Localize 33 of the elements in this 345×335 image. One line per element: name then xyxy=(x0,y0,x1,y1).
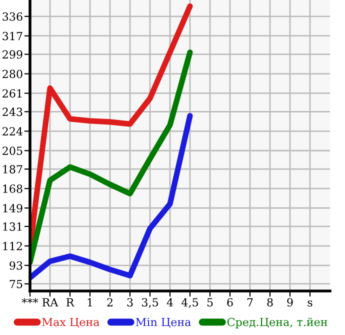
x-tick-label: 3,5 xyxy=(142,298,158,308)
x-tick-label: 3 xyxy=(127,298,133,307)
y-tick-label: 205 xyxy=(2,146,22,156)
x-tick-label: 4,5 xyxy=(182,298,198,308)
legend-label: Сред.Цена, т.йен xyxy=(227,318,328,328)
y-tick-label: 187 xyxy=(3,165,22,174)
y-tick-label: 93 xyxy=(10,261,22,270)
y-tick-label: 243 xyxy=(2,108,22,116)
x-tick-label: 1 xyxy=(88,298,92,306)
x-tick-label: RA xyxy=(42,298,58,306)
y-tick-label: 149 xyxy=(3,204,22,212)
y-tick-label: 317 xyxy=(2,32,22,40)
x-tick-label: 7 xyxy=(247,298,253,306)
x-tick-label: s xyxy=(308,300,312,307)
y-tick-label: 280 xyxy=(2,70,22,78)
legend-label: Min Цена xyxy=(136,318,191,328)
y-tick-label: 131 xyxy=(3,222,22,231)
y-tick-label: 299 xyxy=(2,50,22,59)
x-tick-label: 4 xyxy=(166,298,173,306)
legend-label: Max Цена xyxy=(42,318,100,328)
x-tick-label: 2 xyxy=(107,298,112,306)
x-tick-label: 6 xyxy=(227,298,233,307)
y-tick-label: 112 xyxy=(3,242,22,250)
y-tick-label: 261 xyxy=(2,89,22,98)
x-tick-label: 8 xyxy=(267,298,273,307)
y-tick-label: 336 xyxy=(2,12,22,21)
x-tick-label: 5 xyxy=(207,298,213,307)
x-tick-label: R xyxy=(66,298,74,306)
y-tick-label: 75 xyxy=(10,280,22,288)
x-tick-label: *** xyxy=(22,298,38,304)
y-tick-label: 224 xyxy=(2,127,22,136)
x-tick-label: 9 xyxy=(287,298,293,307)
y-tick-label: 168 xyxy=(3,184,22,193)
